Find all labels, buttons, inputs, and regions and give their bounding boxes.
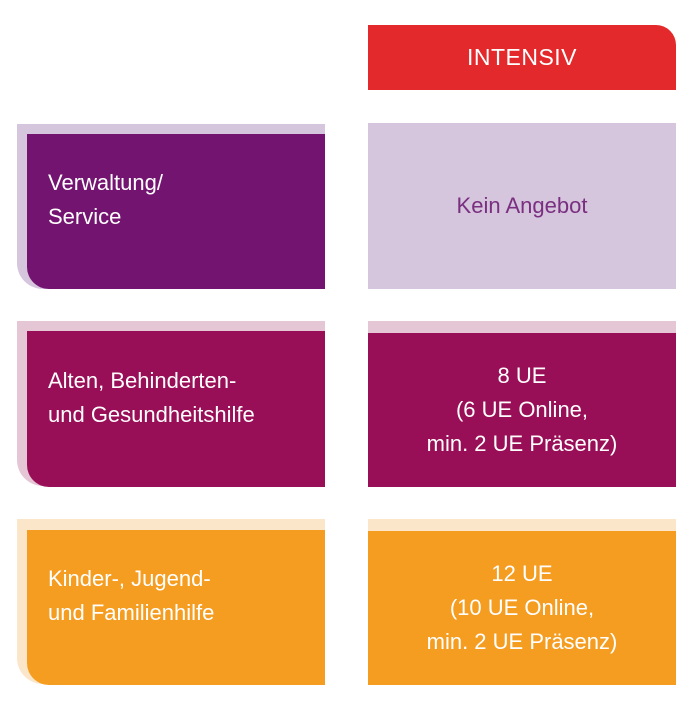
offer-line: 12 UE <box>491 561 553 586</box>
offer-line: min. 2 UE Präsenz) <box>426 431 618 456</box>
offer-cell-alten: 8 UE (6 UE Online, min. 2 UE Präsenz) <box>368 333 676 487</box>
offer-cell-band <box>368 321 676 333</box>
category-cell-verwaltung: Verwaltung/ Service <box>27 134 325 289</box>
offer-line: 8 UE <box>497 363 547 388</box>
offer-line: (10 UE Online, <box>449 595 595 620</box>
offer-cell-band <box>368 519 676 531</box>
category-line: Verwaltung/ <box>48 170 163 195</box>
offer-line: min. 2 UE Präsenz) <box>426 629 618 654</box>
category-line: und Familienhilfe <box>48 600 215 625</box>
category-line: Service <box>48 204 122 229</box>
category-line: Alten, Behinderten- <box>48 368 237 393</box>
offer-cell-verwaltung: Kein Angebot <box>368 123 676 289</box>
category-cell-kinder: Kinder-, Jugend- und Familienhilfe <box>27 530 325 685</box>
offer-cell-kinder: 12 UE (10 UE Online, min. 2 UE Präsenz) <box>368 531 676 685</box>
category-line: Kinder-, Jugend- <box>48 566 211 591</box>
offer-line: Kein Angebot <box>456 193 588 218</box>
category-cell-alten: Alten, Behinderten- und Gesundheitshilfe <box>27 331 325 487</box>
offer-line: (6 UE Online, <box>455 397 589 422</box>
header-label: INTENSIV <box>466 44 578 70</box>
column-header-intensiv: INTENSIV <box>368 25 676 90</box>
category-line: und Gesundheitshilfe <box>48 402 255 427</box>
